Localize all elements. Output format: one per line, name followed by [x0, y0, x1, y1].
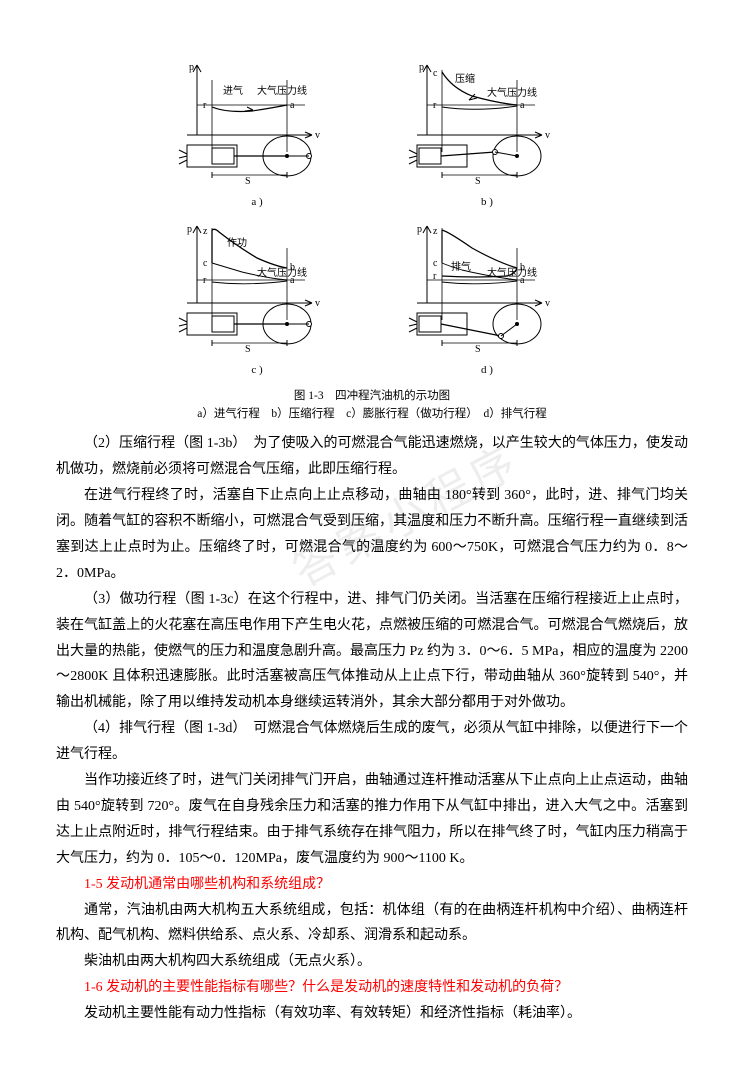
svg-text:进气: 进气	[223, 84, 243, 97]
svg-text:v: v	[545, 298, 550, 309]
svg-text:压缩: 压缩	[455, 72, 475, 85]
svg-text:v: v	[315, 298, 320, 309]
svg-text:r: r	[203, 275, 207, 286]
svg-text:z: z	[203, 226, 208, 237]
svg-text:p: p	[417, 224, 422, 235]
svg-text:c: c	[433, 258, 438, 269]
paragraph-2-compression: （2）压缩行程（图 1-3b） 为了使吸入的可燃混合气能迅速燃烧，以产生较大的气…	[56, 431, 688, 483]
svg-text:S: S	[245, 344, 251, 355]
diagram-c-label: c )	[157, 360, 357, 380]
svg-text:r: r	[433, 100, 437, 111]
question-1-5: 1-5 发动机通常由哪些机构和系统组成？	[56, 872, 688, 898]
svg-text:a: a	[290, 100, 295, 111]
svg-text:a: a	[520, 275, 525, 286]
svg-text:z: z	[433, 226, 438, 237]
svg-text:大气压力线: 大气压力线	[487, 86, 537, 99]
answer-1-5-b: 柴油机由两大机构四大系统组成（无点火系）。	[56, 949, 688, 975]
svg-text:p: p	[419, 62, 424, 73]
svg-text:b: b	[290, 262, 295, 273]
svg-text:p: p	[187, 224, 192, 235]
svg-text:p: p	[189, 62, 194, 73]
svg-text:a: a	[290, 275, 295, 286]
diagram-a: p v 大气压力线 进气 r	[157, 50, 357, 212]
svg-text:v: v	[315, 130, 320, 141]
answer-1-6: 发动机主要性能有动力性指标（有效功率、有效转矩）和经济性指标（耗油率）。	[56, 1001, 688, 1027]
figure-row-1: p v 大气压力线 进气 r	[56, 50, 688, 212]
figure-caption: 图 1-3 四冲程汽油机的示功图 a）进气行程 b）压缩行程 c）膨胀行程（做功…	[56, 387, 688, 424]
paragraph-4-exhaust: （4）排气行程（图 1-3d） 可燃混合气体燃烧后生成的废气，必须从气缸中排除，…	[56, 716, 688, 768]
figure-caption-line2: a）进气行程 b）压缩行程 c）膨胀行程（做功行程） d）排气行程	[56, 405, 688, 423]
diagram-b: p v 大气压力线 压缩 c r a	[387, 50, 587, 212]
svg-text:S: S	[475, 176, 481, 187]
svg-text:S: S	[245, 176, 251, 187]
svg-text:作功: 作功	[227, 237, 247, 249]
svg-text:c: c	[203, 258, 208, 269]
diagram-c: pv 大气压力线 作功 z c r b	[157, 218, 357, 380]
diagram-b-label: b )	[387, 192, 587, 212]
svg-text:a: a	[520, 100, 525, 111]
question-1-6: 1-6 发动机的主要性能指标有哪些？什么是发动机的速度特性和发动机的负荷？	[56, 975, 688, 1001]
figure-row-2: pv 大气压力线 作功 z c r b	[56, 218, 688, 380]
diagram-a-label: a )	[157, 192, 357, 212]
paragraph-compression-detail: 在进气行程终了时，活塞自下止点向上止点移动，曲轴由 180°转到 360°，此时…	[56, 483, 688, 587]
svg-text:r: r	[203, 100, 207, 111]
svg-text:S: S	[475, 344, 481, 355]
svg-text:c: c	[433, 68, 438, 79]
diagram-d: pv 大气压力线 排气 z c r	[387, 218, 587, 380]
answer-1-5-a: 通常，汽油机由两大机构五大系统组成，包括：机体组（有的在曲柄连杆机构中介绍）、曲…	[56, 898, 688, 950]
figure-caption-line1: 图 1-3 四冲程汽油机的示功图	[56, 387, 688, 405]
diagram-d-label: d )	[387, 360, 587, 380]
figure-1-3: p v 大气压力线 进气 r	[56, 50, 688, 423]
svg-text:大气压力线: 大气压力线	[257, 84, 307, 97]
paragraph-exhaust-detail: 当作功接近终了时，进气门关闭排气门开启，曲轴通过连杆推动活塞从下止点向上止点运动…	[56, 768, 688, 872]
paragraph-3-power: （3）做功行程（图 1-3c）在这个行程中，进、排气门仍关闭。当活塞在压缩行程接…	[56, 587, 688, 716]
svg-text:v: v	[545, 130, 550, 141]
svg-text:b: b	[520, 262, 525, 273]
